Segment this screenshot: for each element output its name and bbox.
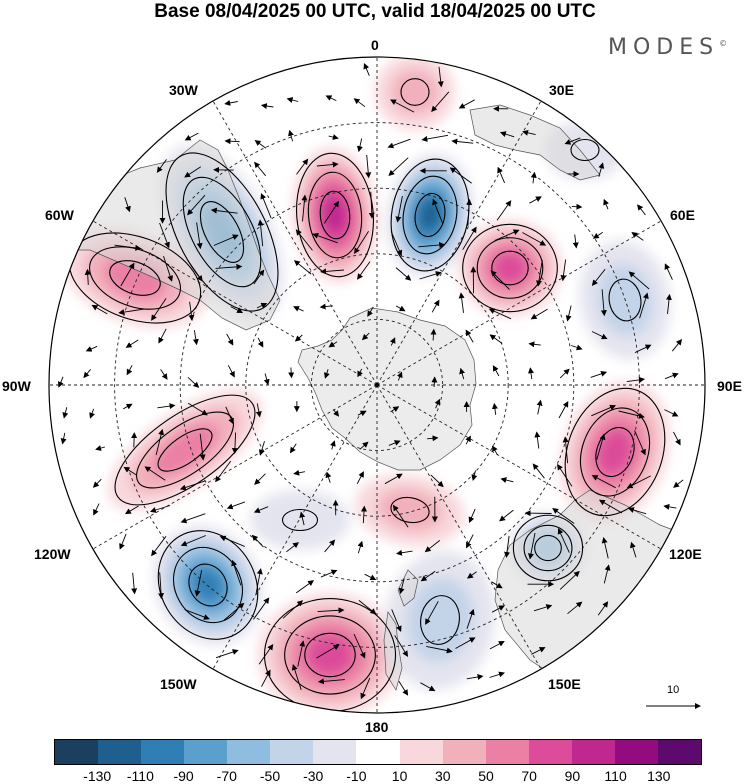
colorbar-swatch	[184, 740, 227, 764]
colorbar-tick-label: 110	[596, 768, 636, 784]
colorbar-tick-label: 130	[639, 768, 679, 784]
lon-label-180: 180	[365, 719, 388, 735]
colorbar-tick-label: 50	[466, 768, 506, 784]
colorbar-tick-label: -10	[336, 768, 376, 784]
colorbar-swatch	[443, 740, 486, 764]
colorbar-swatch	[55, 740, 98, 764]
lon-label-0: 0	[371, 37, 379, 53]
colorbar-swatch	[529, 740, 572, 764]
colorbar-swatch	[615, 740, 658, 764]
pole-marker	[375, 383, 379, 387]
anomaly-fill	[250, 490, 350, 550]
lon-label-60w: 60W	[45, 207, 74, 223]
colorbar-tick-label: 30	[423, 768, 463, 784]
colorbar-swatch	[486, 740, 529, 764]
colorbar-tick-label: 10	[380, 768, 420, 784]
colorbar	[54, 739, 702, 765]
colorbar-swatch	[98, 740, 141, 764]
lon-label-60e: 60E	[670, 207, 695, 223]
lon-label-150e: 150E	[548, 676, 581, 692]
lon-label-30e: 30E	[549, 82, 574, 98]
colorbar-tick-label: -30	[293, 768, 333, 784]
colorbar-tick-label: -110	[120, 768, 160, 784]
lon-label-150w: 150W	[160, 676, 197, 692]
colorbar-swatch	[227, 740, 270, 764]
anomaly-fill	[306, 634, 354, 675]
wind-arrow	[134, 433, 135, 447]
colorbar-swatch	[400, 740, 443, 764]
lon-label-90w: 90W	[2, 378, 31, 394]
colorbar-swatch	[356, 740, 399, 764]
colorbar-swatch	[270, 740, 313, 764]
wind-arrow	[434, 377, 435, 387]
anomaly-fill	[493, 252, 528, 284]
colorbar-tick-label: -130	[77, 768, 117, 784]
colorbar-tick-label: 70	[509, 768, 549, 784]
anomaly-fill	[391, 69, 439, 115]
colorbar-swatch	[141, 740, 184, 764]
lon-label-120w: 120W	[34, 546, 71, 562]
vector-scale-label: 10	[667, 684, 679, 696]
colorbar-tick-label: -90	[164, 768, 204, 784]
colorbar-swatch	[572, 740, 615, 764]
lon-label-90e: 90E	[717, 378, 742, 394]
colorbar-tick-label: 90	[552, 768, 592, 784]
lon-label-30w: 30W	[169, 82, 198, 98]
colorbar-tick-label: -50	[250, 768, 290, 784]
colorbar-swatch	[658, 740, 701, 764]
map-disk	[40, 50, 720, 730]
colorbar-tick-label: -70	[207, 768, 247, 784]
wind-arrow	[291, 368, 292, 378]
colorbar-swatch	[313, 740, 356, 764]
lon-label-120e: 120E	[669, 546, 702, 562]
